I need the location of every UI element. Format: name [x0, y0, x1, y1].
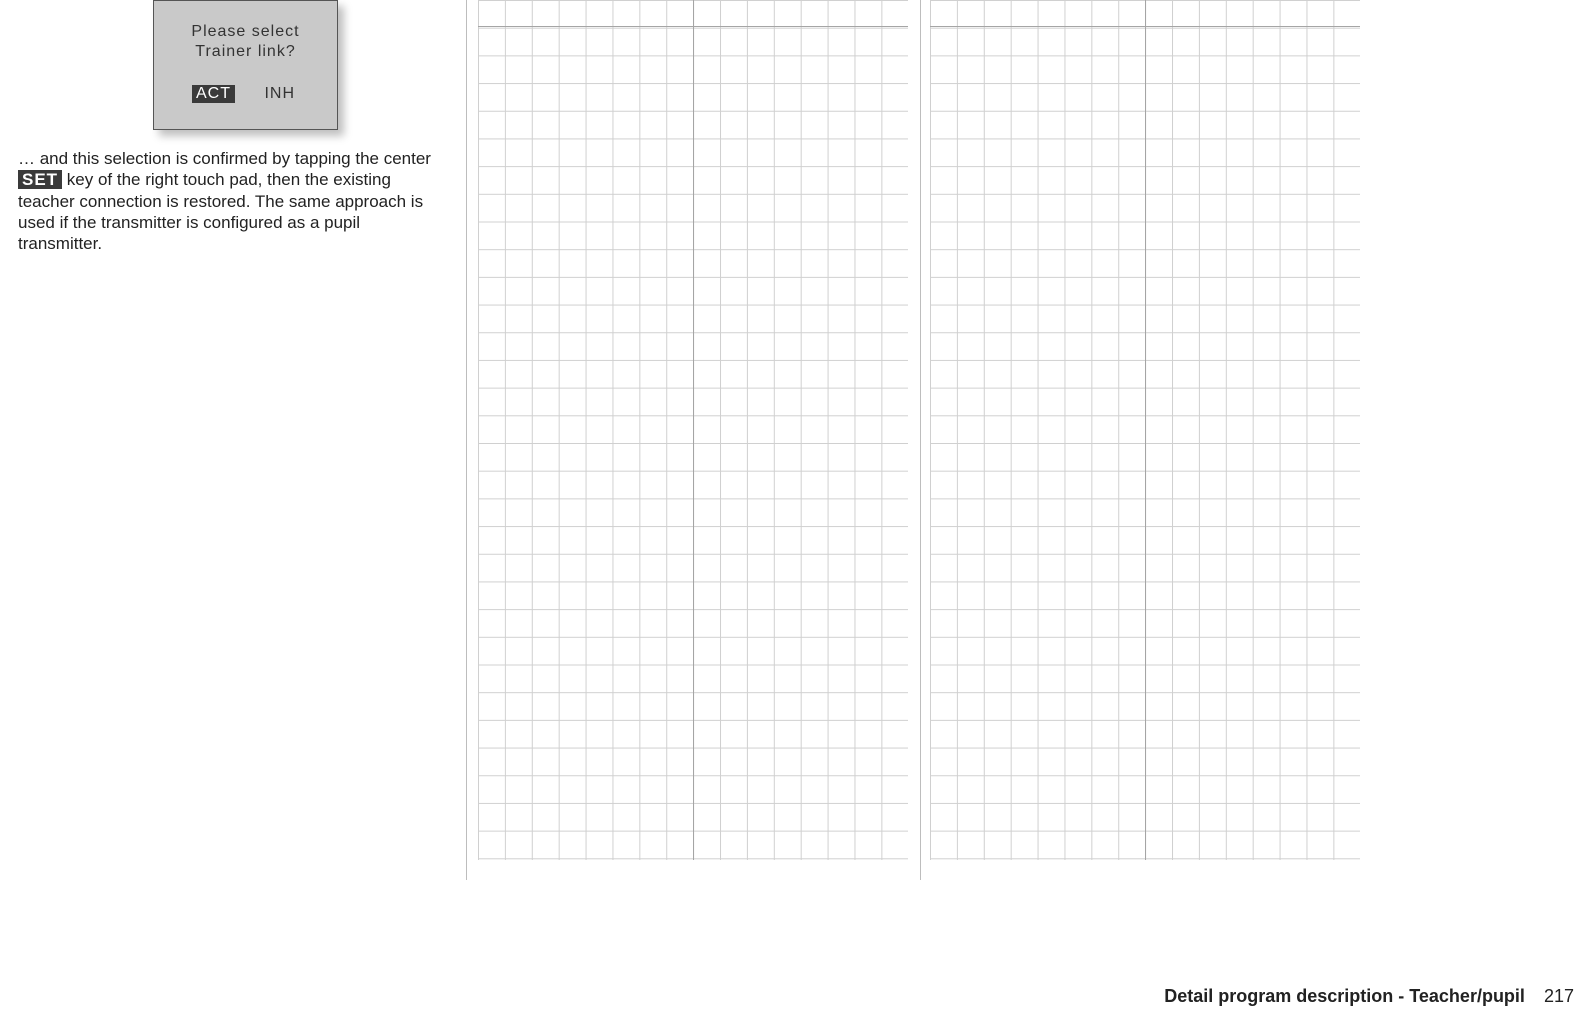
- dialog-options: ACT INH: [154, 85, 337, 103]
- body-paragraph: … and this selection is confirmed by tap…: [18, 148, 448, 254]
- dialog-line-2: Trainer link?: [154, 43, 337, 61]
- column-divider-2: [920, 0, 921, 880]
- trainer-link-dialog: Please select Trainer link? ACT INH: [153, 0, 338, 130]
- grid-heavy-vline: [693, 0, 694, 860]
- column-divider-1: [466, 0, 467, 880]
- grid-heavy-vline: [1145, 0, 1146, 860]
- set-key-label: SET: [18, 170, 62, 189]
- footer-page-number: 217: [1544, 986, 1574, 1006]
- page: Please select Trainer link? ACT INH … an…: [0, 0, 1596, 1023]
- notes-grid-1: [478, 0, 908, 860]
- option-inh[interactable]: INH: [260, 85, 299, 103]
- paragraph-part-1: … and this selection is confirmed by tap…: [18, 149, 431, 168]
- middle-column: [478, 0, 908, 860]
- page-footer: Detail program description - Teacher/pup…: [1164, 986, 1574, 1007]
- left-column: Please select Trainer link? ACT INH … an…: [18, 0, 458, 271]
- notes-grid-2: [930, 0, 1360, 860]
- dialog-line-1: Please select: [154, 23, 337, 41]
- paragraph-part-2: key of the right touch pad, then the exi…: [18, 170, 423, 253]
- option-act[interactable]: ACT: [192, 85, 235, 103]
- footer-title: Detail program description - Teacher/pup…: [1164, 986, 1525, 1006]
- right-column: [930, 0, 1360, 860]
- dialog-container: Please select Trainer link? ACT INH: [153, 0, 458, 130]
